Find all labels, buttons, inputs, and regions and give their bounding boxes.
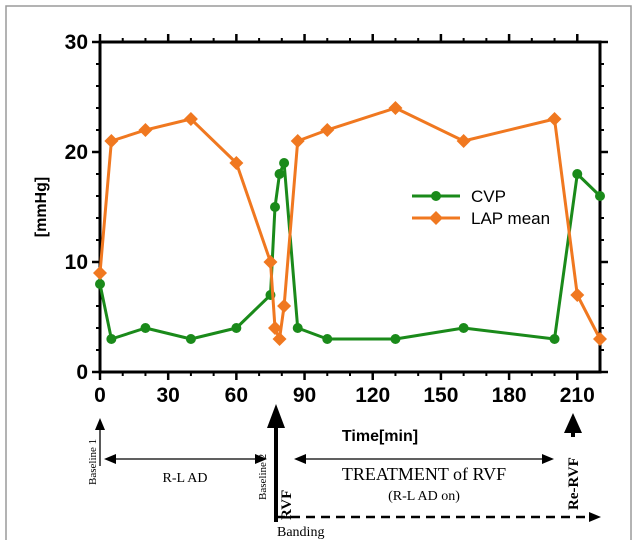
x-tick-label: 30 bbox=[157, 384, 180, 407]
data-point bbox=[183, 112, 198, 126]
x-tick-label: 150 bbox=[423, 384, 458, 407]
annotations: Baseline 1 R-L AD Baseline 2 RVF TREATME… bbox=[87, 404, 601, 540]
legend-marker-cvp bbox=[431, 191, 441, 201]
data-point bbox=[263, 255, 278, 269]
x-tick-label: 60 bbox=[225, 384, 248, 407]
rvf-label: RVF bbox=[279, 490, 295, 520]
data-point bbox=[95, 279, 105, 289]
data-point bbox=[138, 123, 153, 137]
series-line bbox=[98, 106, 602, 341]
y-tick-label: 20 bbox=[65, 141, 88, 164]
figure-frame bbox=[5, 5, 632, 540]
banding-arrow-head bbox=[589, 512, 601, 522]
y-axis-label: [mmHg] bbox=[33, 177, 50, 237]
x-axis-label: Time[min] bbox=[342, 428, 418, 445]
series-cvp bbox=[95, 158, 605, 344]
data-point bbox=[388, 101, 403, 115]
legend-label-lap: LAP mean bbox=[471, 209, 550, 228]
data-point bbox=[272, 332, 287, 346]
rvf-arrow-head bbox=[267, 404, 285, 428]
data-point bbox=[549, 334, 560, 344]
y-tick-label: 30 bbox=[65, 31, 88, 54]
x-tick-label: 0 bbox=[94, 384, 106, 407]
series-lap-mean bbox=[93, 101, 607, 346]
data-point bbox=[274, 169, 285, 179]
banding-label: Banding bbox=[277, 525, 324, 540]
rl-ad-arrow-left bbox=[104, 454, 116, 464]
rl-ad-label: R-L AD bbox=[163, 471, 208, 486]
data-point bbox=[270, 202, 280, 212]
legend-marker-lap bbox=[429, 211, 443, 225]
data-point bbox=[292, 323, 303, 333]
data-point bbox=[231, 323, 242, 333]
data-point bbox=[185, 334, 196, 344]
x-tick-label: 180 bbox=[492, 384, 527, 407]
ticks: 0 10 20 30 0 30 60 90 120 150 180 210 bbox=[65, 31, 608, 407]
x-tick-label: 90 bbox=[293, 384, 316, 407]
treatment-arrow-right bbox=[542, 454, 554, 464]
data-point bbox=[93, 266, 107, 280]
legend-label-cvp: CVP bbox=[471, 187, 506, 206]
re-rvf-label: Re-RVF bbox=[566, 457, 582, 510]
axes bbox=[98, 40, 602, 374]
data-point bbox=[104, 134, 119, 148]
re-rvf-arrow-head bbox=[564, 413, 582, 433]
plot-box bbox=[98, 40, 602, 374]
treatment-label: TREATMENT of RVF bbox=[342, 464, 506, 484]
baseline1-label: Baseline 1 bbox=[87, 439, 99, 485]
data-point bbox=[458, 323, 469, 333]
y-tick-label: 10 bbox=[65, 251, 88, 274]
data-point bbox=[322, 334, 333, 344]
data-point bbox=[229, 156, 244, 170]
data-point bbox=[570, 288, 585, 302]
data-point bbox=[277, 299, 292, 313]
series-line bbox=[98, 161, 602, 341]
x-tick-label: 210 bbox=[560, 384, 595, 407]
data-point bbox=[279, 158, 290, 168]
data-point bbox=[456, 134, 471, 148]
baseline1-arrow-head bbox=[95, 418, 105, 430]
data-point bbox=[593, 332, 607, 346]
y-tick-label: 0 bbox=[76, 361, 88, 384]
data-point bbox=[290, 134, 305, 148]
x-tick-label: 120 bbox=[355, 384, 390, 407]
data-point bbox=[572, 169, 583, 179]
series-layer bbox=[93, 101, 607, 346]
rl-ad-arrow-right bbox=[255, 454, 267, 464]
legend: CVP LAP mean bbox=[412, 187, 550, 228]
treatment-arrow-left bbox=[294, 454, 306, 464]
data-point bbox=[547, 112, 562, 126]
data-point bbox=[390, 334, 401, 344]
baseline2-label: Baseline 2 bbox=[257, 454, 269, 500]
data-point bbox=[268, 321, 282, 335]
data-point bbox=[106, 334, 117, 344]
plot-area: 0 10 20 30 0 30 60 90 120 150 180 210 [mmHg] Time[m… bbox=[33, 31, 608, 445]
data-point bbox=[140, 323, 151, 333]
treatment-sublabel: (R-L AD on) bbox=[388, 489, 460, 504]
data-point bbox=[595, 191, 605, 201]
data-point bbox=[320, 123, 335, 137]
